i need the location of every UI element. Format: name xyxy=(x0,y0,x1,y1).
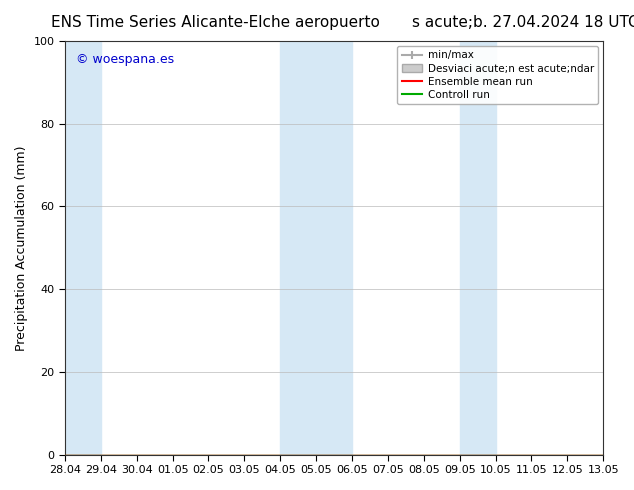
Text: © woespana.es: © woespana.es xyxy=(75,53,174,67)
Bar xyxy=(280,41,352,455)
Bar xyxy=(65,41,101,455)
Text: ENS Time Series Alicante-Elche aeropuerto: ENS Time Series Alicante-Elche aeropuert… xyxy=(51,15,380,30)
Bar xyxy=(460,41,496,455)
Y-axis label: Precipitation Accumulation (mm): Precipitation Accumulation (mm) xyxy=(15,145,28,350)
Legend: min/max, Desviaci acute;n est acute;ndar, Ensemble mean run, Controll run: min/max, Desviaci acute;n est acute;ndar… xyxy=(398,46,598,104)
Text: s acute;b. 27.04.2024 18 UTC: s acute;b. 27.04.2024 18 UTC xyxy=(412,15,634,30)
